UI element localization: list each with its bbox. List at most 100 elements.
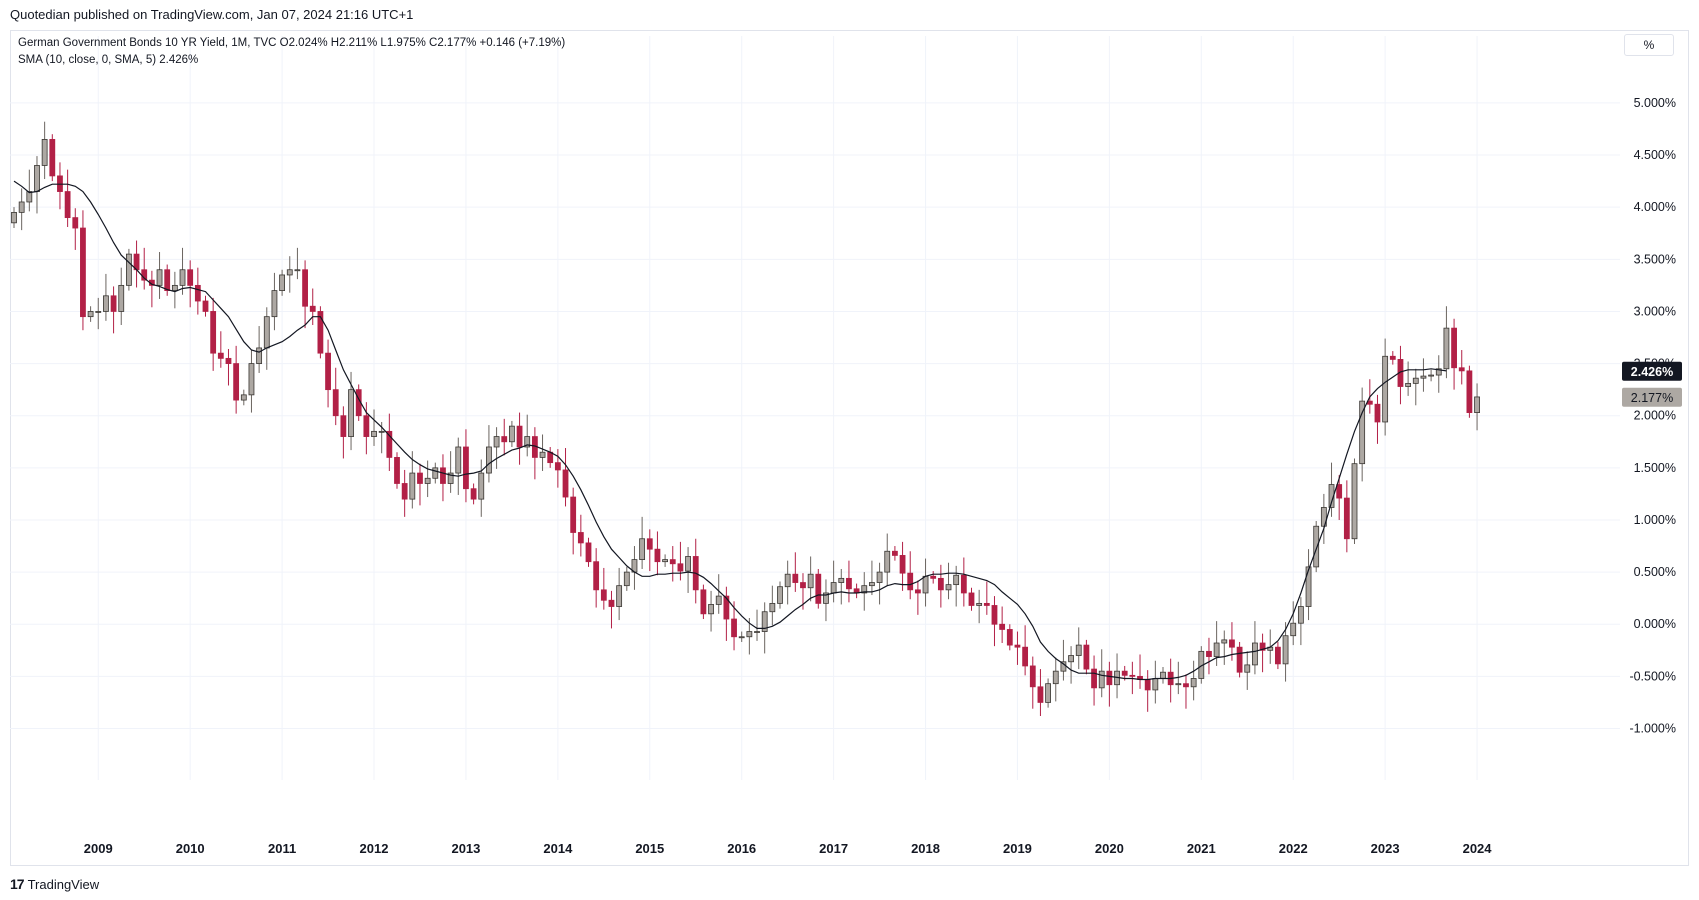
candle [585,537,592,567]
candle [692,538,699,604]
candle [1405,361,1412,396]
x-tick-label: 2012 [360,841,389,856]
x-tick-label: 2020 [1095,841,1124,856]
candle [194,267,201,315]
x-tick-label: 2015 [635,841,664,856]
candle [1275,641,1281,670]
candle [394,452,400,489]
candle [991,596,998,647]
chart-legend: German Government Bonds 10 YR Yield, 1M,… [18,35,565,69]
candle [1252,621,1258,675]
footer-branding: 17 TradingView [10,876,99,892]
candle [432,462,439,484]
candle [148,270,155,308]
candle [922,558,929,607]
candle [1458,350,1465,385]
candle [700,584,707,620]
chart-pane[interactable] [10,30,1689,866]
x-tick-label: 2023 [1371,841,1400,856]
sma-line [13,180,1447,681]
candle [769,585,776,626]
candle [187,260,194,308]
candle [340,406,347,459]
candle [1466,365,1473,418]
candle [892,546,898,561]
candle [11,207,17,229]
candle [746,617,753,655]
candle [1014,631,1021,665]
candle [639,516,646,569]
sma-price-badge [1622,361,1682,381]
candle [738,631,745,642]
candle [463,429,469,503]
candle [554,449,561,488]
candle [240,389,247,406]
candle [623,566,630,591]
candle [853,583,860,599]
candle [669,546,676,582]
candle [577,514,584,557]
candle [593,548,600,608]
y-tick-label: 4.000% [1634,200,1676,214]
close-price-badge [1622,387,1682,407]
y-tick-label: 1.500% [1634,461,1676,475]
candle [907,551,914,600]
candle [263,307,270,370]
candle [539,434,546,471]
candle [968,587,975,611]
candle [417,463,423,506]
candle [1206,637,1212,675]
candle [1190,660,1197,701]
y-tick-label: 1.000% [1634,513,1676,527]
candle [662,554,668,567]
candle [807,556,814,602]
x-tick-label: 2016 [727,841,756,856]
x-tick-label: 2019 [1003,841,1032,856]
candle [823,579,829,622]
candle [1068,646,1074,684]
candle [930,571,937,584]
candle [945,562,952,600]
tradingview-brand: TradingView [27,876,100,892]
candle [325,339,331,408]
candle [914,580,921,615]
candle [562,448,569,507]
candle [179,247,186,295]
candle [524,414,531,457]
candle [156,252,163,299]
candle [731,601,737,651]
y-tick-label: -0.500% [1629,669,1676,683]
candle [486,425,492,483]
price-badges: 2.426% 2.177% [1622,361,1682,407]
candle [547,446,554,468]
candle [1351,458,1358,544]
x-tick-label: 2021 [1187,841,1216,856]
candle [1397,345,1404,405]
candle [869,560,875,596]
candle [1374,394,1381,444]
candle [49,134,56,182]
candle [401,469,408,517]
candle [654,531,661,576]
percent-scale-button[interactable]: % [1624,34,1674,56]
candle [1412,368,1419,406]
candle [846,560,852,603]
y-axis[interactable]: 5.000%4.500%4.000%3.500%3.000%2.500%2.00… [1629,96,1676,736]
candle [1037,669,1044,716]
candle [1075,627,1082,670]
sma-indicator-line[interactable]: SMA (10, close, 0, SMA, 5) 2.426% [18,54,199,66]
candle [960,557,967,607]
candle [616,567,623,621]
candle [677,541,684,581]
x-axis[interactable]: 2009 2010 2011 2012 2013 2014 2015 2016 2017 2018… [84,841,1492,856]
candle [516,412,523,465]
x-tick-label: 2014 [543,841,573,856]
candle [386,413,393,471]
y-tick-label: -1.000% [1629,722,1676,736]
candles [11,121,1480,716]
candle [87,306,94,322]
candle [1474,383,1480,431]
candle [1428,369,1434,382]
candle [57,162,63,210]
